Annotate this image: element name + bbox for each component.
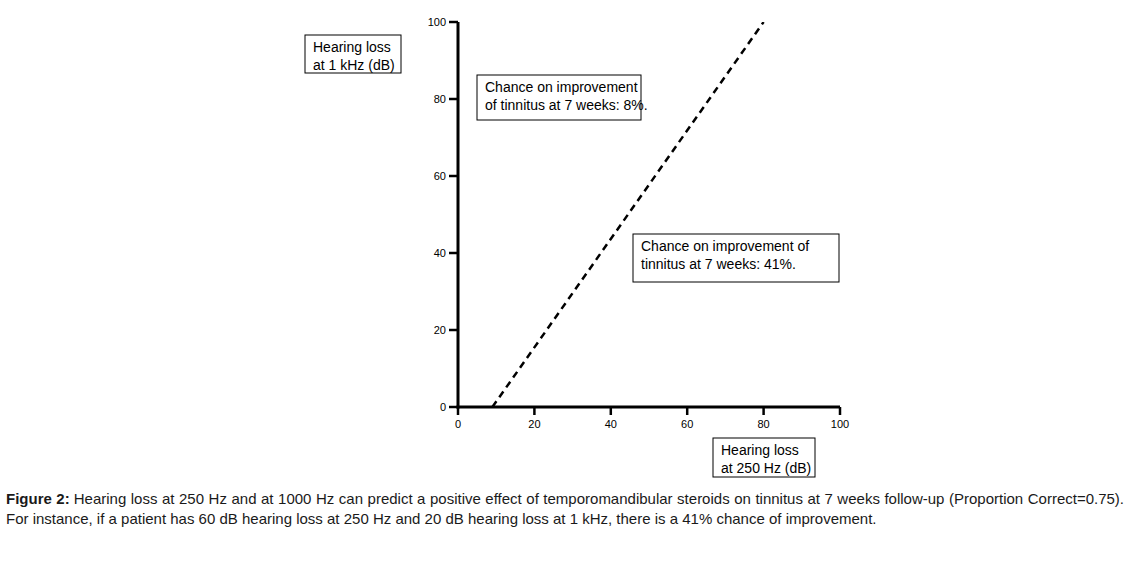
y-tick-label: 60: [434, 170, 446, 182]
x-axis-label: at 250 Hz (dB): [721, 460, 811, 476]
data-line: [492, 22, 763, 407]
x-tick-label: 40: [605, 418, 617, 430]
x-tick-label: 20: [528, 418, 540, 430]
caption-label: Figure 2:: [6, 490, 70, 507]
x-tick: [686, 407, 689, 415]
y-tick: [449, 252, 458, 255]
annotation-box: [633, 234, 839, 282]
x-tick: [533, 407, 536, 415]
y-tick: [449, 21, 458, 24]
y-axis: [457, 22, 460, 409]
y-tick: [449, 175, 458, 178]
caption-text: Hearing loss at 250 Hz and at 1000 Hz ca…: [6, 490, 1124, 527]
x-tick-label: 80: [757, 418, 769, 430]
y-axis-label: Hearing loss: [313, 39, 391, 55]
y-axis-label-box: [305, 35, 401, 73]
x-axis-label-box: [713, 438, 815, 477]
x-tick: [762, 407, 765, 415]
y-tick: [449, 406, 458, 409]
x-tick-label: 0: [455, 418, 461, 430]
annotation: Chance on improvement: [485, 79, 638, 95]
y-axis-label: at 1 kHz (dB): [313, 57, 395, 73]
y-tick-label: 100: [428, 16, 446, 28]
x-tick: [839, 407, 842, 415]
annotation: tinnitus at 7 weeks: 41%.: [641, 256, 796, 272]
y-tick-label: 0: [440, 401, 446, 413]
y-tick-label: 40: [434, 247, 446, 259]
x-tick: [610, 407, 613, 415]
chart: 0 20 40 60 80 100 0 20 40 60 80 100 Hearing loss at 1…: [0, 0, 1132, 488]
x-axis: [457, 406, 841, 409]
y-tick-label: 20: [434, 324, 446, 336]
y-tick-label: 80: [434, 93, 446, 105]
x-tick-label: 100: [831, 418, 849, 430]
caption: Figure 2:Hearing loss at 250 Hz and at 1…: [6, 489, 1124, 529]
y-tick: [449, 329, 458, 332]
annotation: of tinnitus at 7 weeks: 8%.: [485, 97, 648, 113]
x-tick: [457, 407, 460, 415]
plot-data: [492, 22, 763, 407]
annotation: Chance on improvement of: [641, 238, 809, 254]
x-tick-label: 60: [681, 418, 693, 430]
y-tick: [449, 98, 458, 101]
x-axis-label: Hearing loss: [721, 442, 799, 458]
